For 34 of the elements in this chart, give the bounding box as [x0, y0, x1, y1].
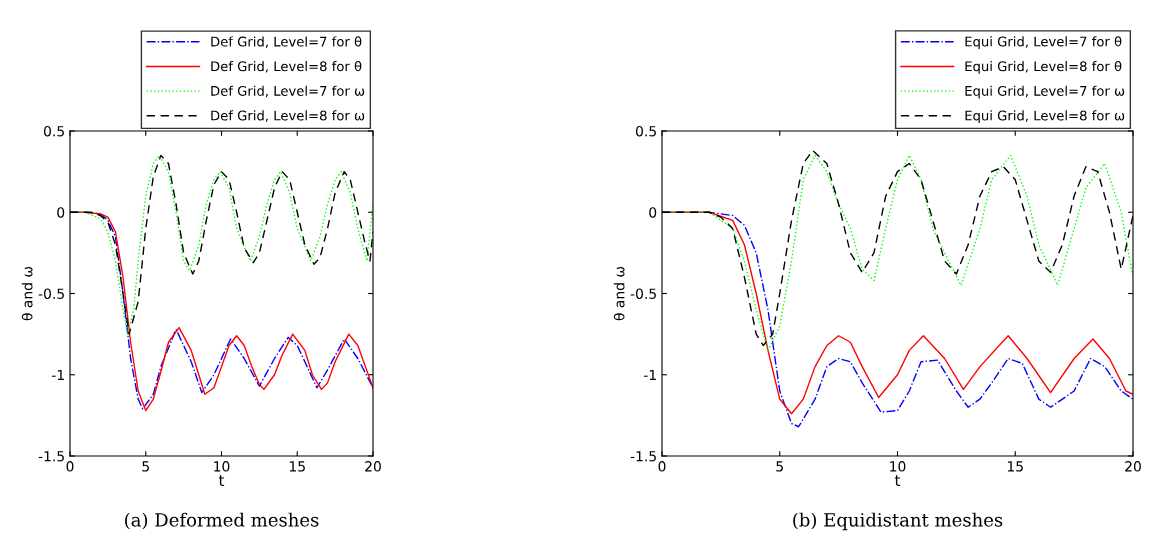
text: (b) Equidistant meshes — [793, 512, 1003, 531]
legend-label: Equi Grid, Level=8 for ω — [965, 110, 1125, 124]
x-tick-label: 15 — [1007, 461, 1023, 472]
x-tick-label: 5 — [776, 461, 783, 472]
y-axis-title: θ and ω — [21, 266, 33, 321]
y-tick-label: 0.5 — [635, 125, 656, 137]
y-tick-label: 0.5 — [43, 125, 64, 137]
x-tick-label: 5 — [142, 461, 149, 472]
x-tick-label: 0 — [658, 461, 666, 472]
y-tick-label: -1.5 — [630, 451, 656, 462]
y-tick-label: -0.5 — [38, 288, 64, 299]
x-tick-label: 10 — [214, 461, 230, 472]
legend-label: Def Grid, Level=7 for θ — [211, 36, 362, 48]
x-tick-label: 20 — [365, 461, 381, 472]
y-axis-title: θ and ω — [613, 266, 625, 321]
y-tick-label: -1 — [51, 369, 64, 381]
legend-label: Equi Grid, Level=7 for θ — [965, 36, 1122, 50]
legend-label: Equi Grid, Level=8 for θ — [965, 60, 1122, 74]
y-tick-label: -0.5 — [630, 288, 656, 299]
y-tick-label: 0 — [649, 207, 657, 218]
y-tick-label: -1 — [643, 369, 656, 381]
y-tick-label: 0 — [57, 207, 65, 218]
y-tick-label: -1.5 — [38, 451, 64, 462]
x-axis-title: t — [218, 475, 225, 486]
legend-label: Def Grid, Level=7 for ω — [211, 85, 365, 98]
legend-label: Equi Grid, Level=7 for ω — [965, 85, 1125, 99]
text: (a) Deformed meshes — [125, 512, 319, 530]
x-tick-label: 10 — [890, 461, 906, 472]
x-tick-label: 20 — [1125, 461, 1141, 472]
x-axis-title: t — [894, 475, 901, 486]
legend-label: Def Grid, Level=8 for θ — [211, 60, 362, 73]
legend-label: Def Grid, Level=8 for ω — [211, 110, 365, 122]
x-tick-label: 0 — [66, 461, 74, 472]
x-tick-label: 15 — [289, 461, 305, 472]
